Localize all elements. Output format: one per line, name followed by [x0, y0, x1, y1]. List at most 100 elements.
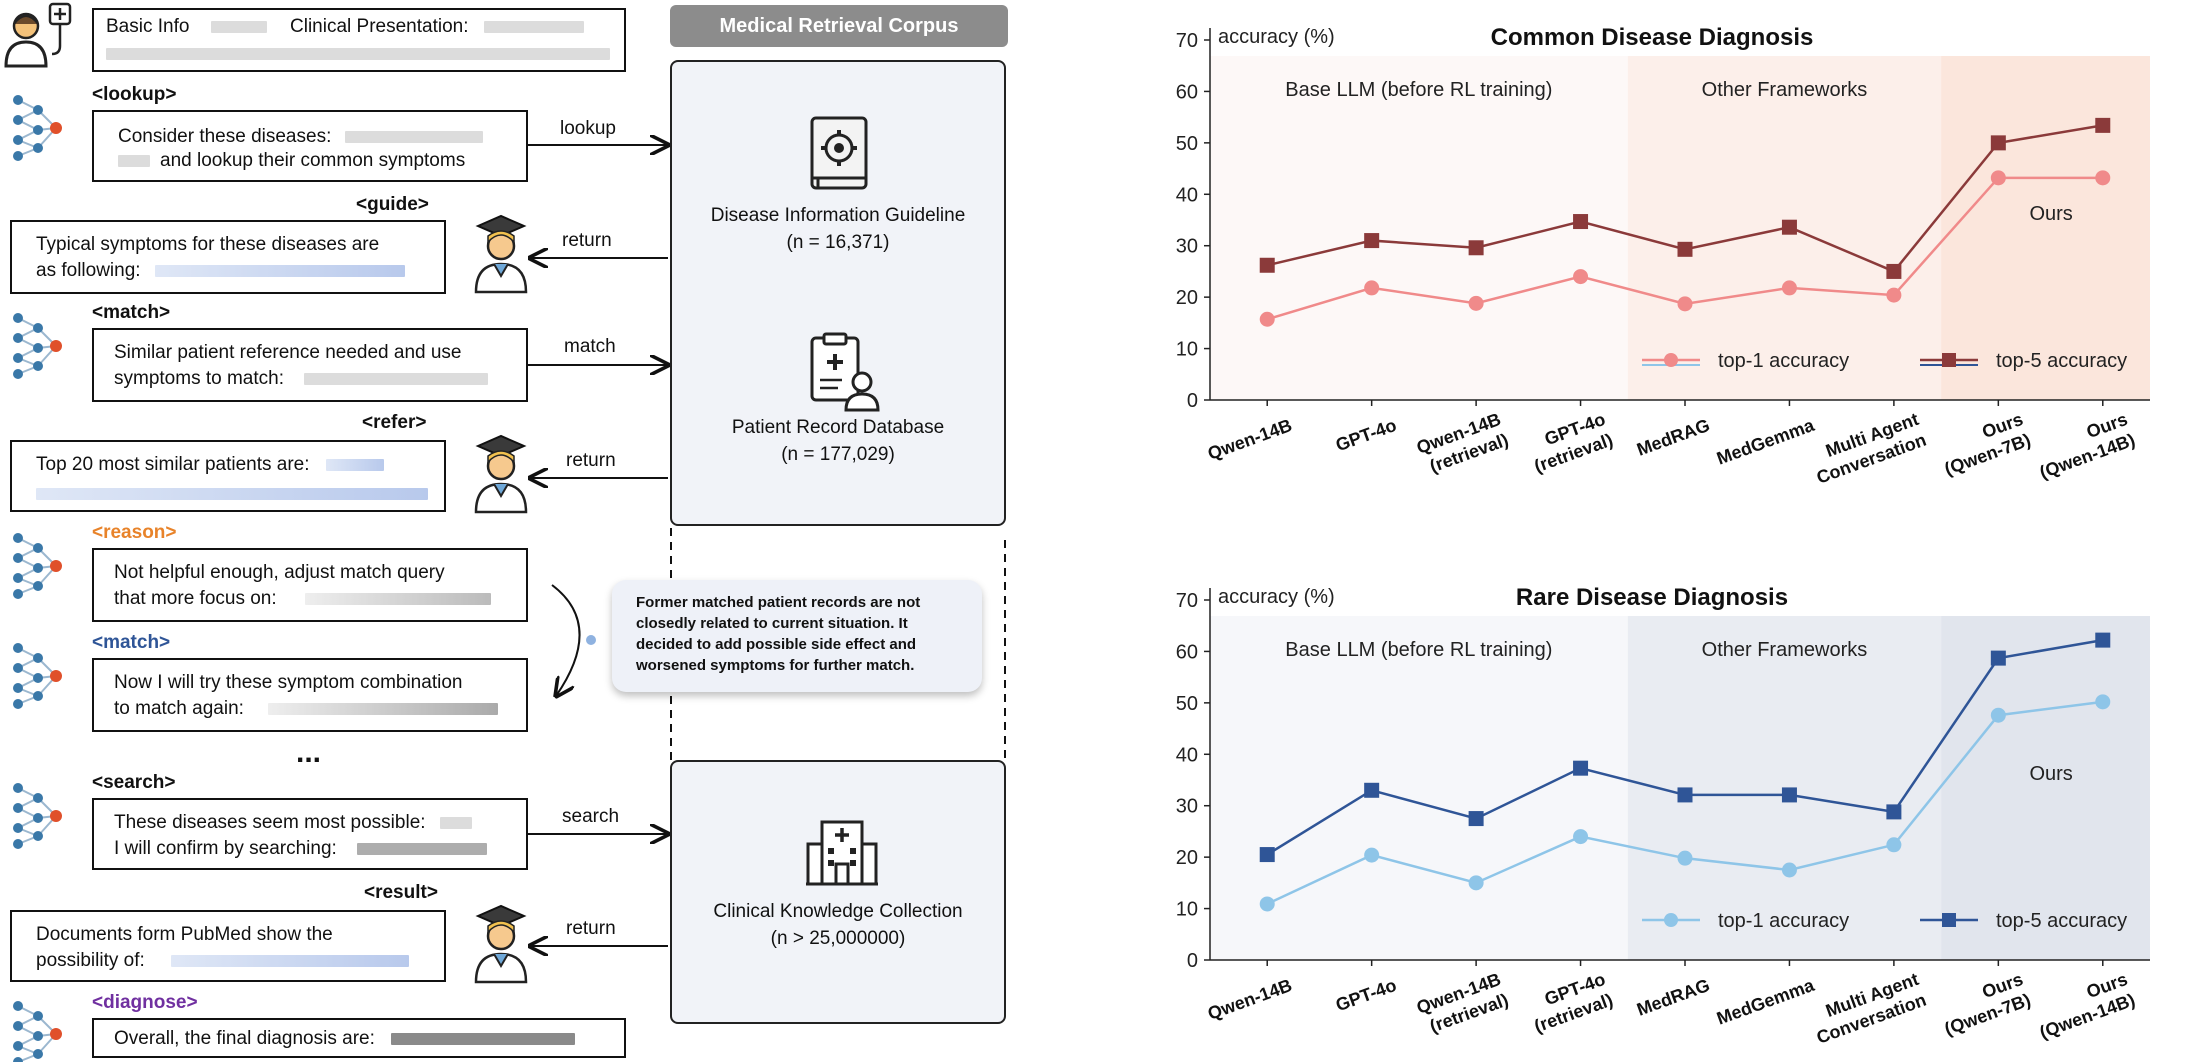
data-point	[2095, 632, 2111, 648]
y-tick-label: 50	[1176, 133, 1198, 155]
y-tick-label: 50	[1176, 693, 1198, 715]
chart-title: Common Disease Diagnosis	[1491, 24, 1814, 51]
legend-label: top-5 accuracy	[1996, 350, 2127, 372]
legend-marker	[1942, 353, 1956, 367]
corpus-panel-upper: Disease Information Guideline (n = 16,37…	[670, 60, 1006, 526]
refer-text-1: Top 20 most similar patients are:	[36, 454, 310, 475]
data-point	[1259, 847, 1275, 863]
rare-disease-chart: Base LLM (before RL training) Other Frame…	[1176, 584, 2150, 1048]
corpus-panel-lower: Clinical Knowledge Collection (n > 25,00…	[670, 760, 1006, 1024]
data-point	[1677, 850, 1693, 866]
data-point	[1990, 135, 2006, 151]
data-point	[1259, 257, 1275, 273]
data-point	[1259, 896, 1275, 912]
data-point	[1573, 214, 1589, 230]
diagnose-text: Overall, the final diagnosis are:	[114, 1028, 375, 1049]
reason-text-1: Not helpful enough, adjust match query	[114, 562, 445, 583]
guide-tag: <guide>	[356, 194, 429, 215]
data-point	[1781, 280, 1797, 296]
lookup-tag: <lookup>	[92, 84, 177, 105]
agent-network-icon	[13, 313, 62, 379]
y-tick-label: 30	[1176, 236, 1198, 258]
ellipsis: ...	[296, 736, 322, 769]
y-tick-label: 60	[1176, 81, 1198, 103]
data-point	[1573, 760, 1589, 776]
chart-title: Rare Disease Diagnosis	[1516, 584, 1788, 611]
agent-network-icon	[13, 783, 62, 849]
data-point	[1468, 240, 1484, 256]
data-point	[1468, 295, 1484, 311]
records-name: Patient Record Database	[731, 417, 945, 438]
legend-marker	[1942, 913, 1956, 927]
data-point	[2095, 170, 2111, 186]
common-disease-chart: Base LLM (before RL training) Other Frame…	[1176, 24, 2150, 488]
region-label: Other Frameworks	[1702, 79, 1868, 101]
y-tick-label: 10	[1176, 899, 1198, 921]
agent-network-icon	[13, 643, 62, 709]
data-point	[1781, 787, 1797, 803]
reason-text-2: that more focus on:	[114, 588, 277, 609]
legend-marker	[1664, 353, 1678, 367]
reasoning-bubble: Former matched patient records are not c…	[612, 580, 982, 692]
x-tick-label: Qwen-14B	[1205, 975, 1295, 1024]
region-band	[1210, 56, 1628, 400]
data-point	[1364, 847, 1380, 863]
data-point	[1990, 650, 2006, 666]
y-tick-label: 0	[1187, 950, 1198, 972]
y-axis-label: accuracy (%)	[1218, 586, 1335, 608]
y-tick-label: 0	[1187, 390, 1198, 412]
y-axis-label: accuracy (%)	[1218, 26, 1335, 48]
data-point	[1573, 829, 1589, 845]
match2-text-2: to match again:	[114, 698, 244, 719]
region-label: Base LLM (before RL training)	[1285, 79, 1552, 101]
y-tick-label: 10	[1176, 339, 1198, 361]
y-tick-label: 70	[1176, 590, 1198, 612]
x-tick-label: MedGemma	[1714, 975, 1818, 1029]
search-text-1: These diseases seem most possible:	[114, 812, 426, 833]
legend-label: top-5 accuracy	[1996, 910, 2127, 932]
region-label: Base LLM (before RL training)	[1285, 639, 1552, 661]
result-text-1: Documents form PubMed show the	[36, 924, 333, 945]
guide-arrow-label: return	[562, 230, 612, 251]
x-tick-label: Multi AgentConversation	[1806, 409, 1928, 488]
reason-tag: <reason>	[92, 522, 177, 543]
refer-arrow-label: return	[566, 450, 616, 471]
agent-network-icon	[13, 533, 62, 599]
region-label: Ours	[2029, 203, 2072, 225]
agent-network-icon	[13, 95, 62, 161]
reason-box: Not helpful enough, adjust match query t…	[92, 548, 528, 622]
search-tag: <search>	[92, 772, 176, 793]
guide-text-2: as following:	[36, 260, 141, 281]
lookup-arrow-label: lookup	[560, 118, 616, 139]
data-point	[1573, 269, 1589, 285]
x-tick-label: GPT-4o(retrieval)	[1524, 409, 1615, 477]
data-point	[1677, 241, 1693, 257]
patient-doctor-icon	[4, 2, 72, 68]
doctor-icon	[474, 904, 528, 984]
x-tick-label: Ours(Qwen-14B)	[2029, 409, 2137, 483]
data-point	[1781, 862, 1797, 878]
x-tick-label: GPT-4o	[1333, 415, 1399, 455]
data-point	[1364, 233, 1380, 249]
x-tick-label: Ours(Qwen-14B)	[2029, 969, 2137, 1043]
guide-box: Typical symptoms for these diseases are …	[10, 220, 446, 294]
result-tag: <result>	[364, 882, 438, 903]
x-tick-label: MedRAG	[1634, 415, 1712, 460]
corpus-title: Medical Retrieval Corpus	[670, 5, 1008, 47]
data-point	[1886, 804, 1902, 820]
data-point	[1886, 263, 1902, 279]
region-band	[1210, 616, 1628, 960]
data-point	[1990, 170, 2006, 186]
lookup-text-2: and lookup their common symptoms	[160, 150, 466, 171]
knowledge-count: (n > 25,000000)	[770, 928, 906, 949]
data-point	[1886, 837, 1902, 853]
data-point	[1468, 875, 1484, 891]
data-point	[1364, 782, 1380, 798]
region-band	[1941, 56, 2150, 400]
data-point	[1468, 811, 1484, 827]
data-point	[1781, 219, 1797, 235]
records-count: (n = 177,029)	[781, 444, 895, 465]
guideline-count: (n = 16,371)	[786, 232, 890, 253]
search-box: These diseases seem most possible: I wil…	[92, 798, 528, 870]
region-band	[1941, 616, 2150, 960]
